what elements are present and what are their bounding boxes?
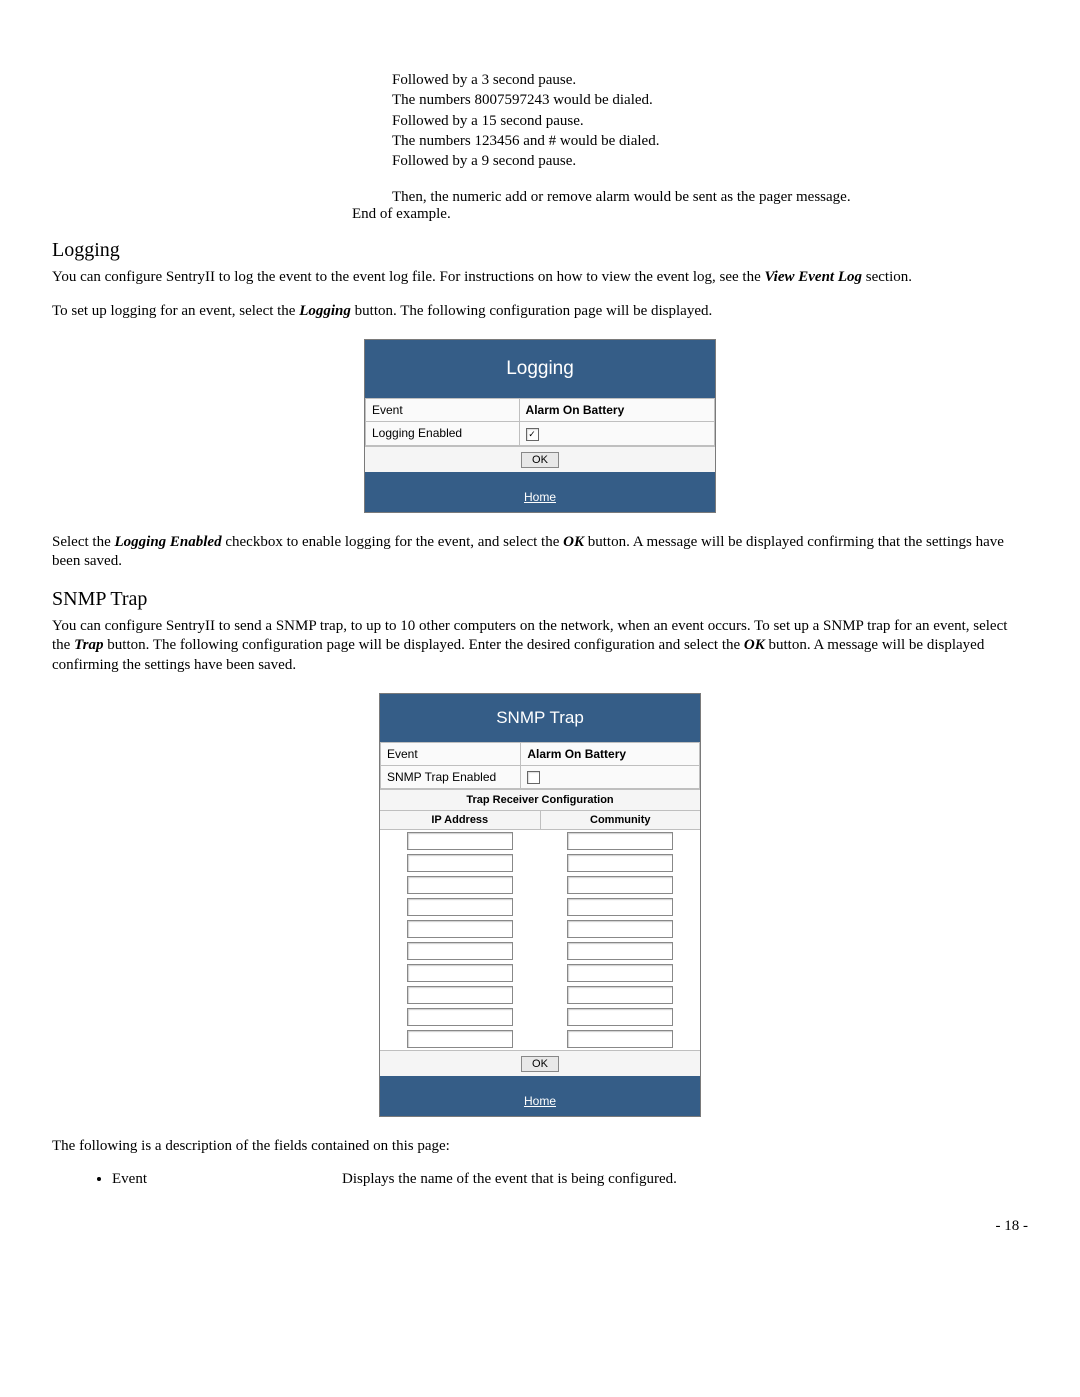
event-label: Event bbox=[381, 743, 521, 766]
community-input[interactable] bbox=[567, 832, 673, 850]
trap-row bbox=[380, 874, 700, 896]
ok-bar: OK bbox=[365, 446, 715, 472]
col-community: Community bbox=[541, 811, 701, 829]
event-value: Alarm On Battery bbox=[519, 399, 714, 422]
ok-button[interactable]: OK bbox=[521, 452, 559, 468]
ip-input[interactable] bbox=[407, 1008, 513, 1026]
community-input[interactable] bbox=[567, 964, 673, 982]
snmp-heading: SNMP Trap bbox=[52, 588, 1028, 611]
field-desc: Displays the name of the event that is b… bbox=[342, 1171, 677, 1188]
emph: Logging bbox=[299, 303, 351, 319]
logging-grid: Event Alarm On Battery Logging Enabled ✓ bbox=[365, 398, 715, 445]
emph: Trap bbox=[74, 637, 103, 653]
logging-para1: You can configure SentryII to log the ev… bbox=[52, 268, 1028, 288]
trap-enabled-checkbox[interactable] bbox=[527, 771, 540, 784]
trap-enabled-label: SNMP Trap Enabled bbox=[381, 766, 521, 789]
community-input[interactable] bbox=[567, 920, 673, 938]
ok-bar: OK bbox=[380, 1050, 700, 1076]
trap-row bbox=[380, 1006, 700, 1028]
logging-enabled-checkbox[interactable]: ✓ bbox=[526, 428, 539, 441]
community-input[interactable] bbox=[567, 942, 673, 960]
trap-row bbox=[380, 940, 700, 962]
home-link[interactable]: Home bbox=[524, 490, 556, 504]
ip-input[interactable] bbox=[407, 964, 513, 982]
logging-enabled-cell: ✓ bbox=[519, 422, 714, 445]
ok-button[interactable]: OK bbox=[521, 1056, 559, 1072]
page-number: - 18 - bbox=[52, 1218, 1028, 1235]
panel-footer: Home bbox=[365, 472, 715, 512]
text: checkbox to enable logging for the event… bbox=[222, 534, 564, 550]
ip-input[interactable] bbox=[407, 920, 513, 938]
logging-enabled-label: Logging Enabled bbox=[366, 422, 520, 445]
trap-receiver-header: Trap Receiver Configuration bbox=[380, 789, 700, 810]
event-label: Event bbox=[366, 399, 520, 422]
snmp-panel: SNMP Trap Event Alarm On Battery SNMP Tr… bbox=[379, 693, 701, 1117]
event-value-text: Alarm On Battery bbox=[526, 403, 625, 417]
snmp-grid: Event Alarm On Battery SNMP Trap Enabled bbox=[380, 742, 700, 789]
example-line: The numbers 123456 and # would be dialed… bbox=[392, 131, 1028, 151]
example-line: Followed by a 15 second pause. bbox=[392, 111, 1028, 131]
logging-panel-title: Logging bbox=[365, 340, 715, 398]
emph: OK bbox=[744, 637, 765, 653]
emph: OK bbox=[563, 534, 584, 550]
community-input[interactable] bbox=[567, 876, 673, 894]
example-block: Followed by a 3 second pause. The number… bbox=[392, 70, 1028, 171]
text: You can configure SentryII to log the ev… bbox=[52, 269, 765, 285]
example-line: The numbers 8007597243 would be dialed. bbox=[392, 90, 1028, 110]
trap-rows bbox=[380, 829, 700, 1050]
panel-footer: Home bbox=[380, 1076, 700, 1116]
trap-row bbox=[380, 962, 700, 984]
logging-heading: Logging bbox=[52, 239, 1028, 262]
text: To set up logging for an event, select t… bbox=[52, 303, 299, 319]
text: button. The following configuration page… bbox=[351, 303, 712, 319]
field-item: Event Displays the name of the event tha… bbox=[112, 1171, 1028, 1188]
trap-row bbox=[380, 1028, 700, 1050]
example-end: End of example. bbox=[352, 206, 1028, 223]
emph: Logging Enabled bbox=[114, 534, 221, 550]
trap-row bbox=[380, 918, 700, 940]
ip-input[interactable] bbox=[407, 832, 513, 850]
community-input[interactable] bbox=[567, 854, 673, 872]
snmp-para1: You can configure SentryII to send a SNM… bbox=[52, 617, 1028, 676]
logging-para3: Select the Logging Enabled checkbox to e… bbox=[52, 533, 1028, 572]
snmp-desc-intro: The following is a description of the fi… bbox=[52, 1137, 1028, 1157]
trap-columns: IP Address Community bbox=[380, 810, 700, 829]
ip-input[interactable] bbox=[407, 854, 513, 872]
field-list: Event Displays the name of the event tha… bbox=[52, 1171, 1028, 1188]
field-name: Event bbox=[112, 1171, 342, 1188]
community-input[interactable] bbox=[567, 1008, 673, 1026]
ip-input[interactable] bbox=[407, 1030, 513, 1048]
text: Select the bbox=[52, 534, 114, 550]
ip-input[interactable] bbox=[407, 898, 513, 916]
trap-row bbox=[380, 984, 700, 1006]
document-page: Followed by a 3 second pause. The number… bbox=[0, 0, 1080, 1275]
text: section. bbox=[862, 269, 912, 285]
event-value-text: Alarm On Battery bbox=[527, 747, 626, 761]
text: button. The following configuration page… bbox=[104, 637, 744, 653]
event-value: Alarm On Battery bbox=[521, 743, 700, 766]
trap-row bbox=[380, 852, 700, 874]
community-input[interactable] bbox=[567, 898, 673, 916]
snmp-panel-title: SNMP Trap bbox=[380, 694, 700, 742]
trap-row bbox=[380, 830, 700, 852]
community-input[interactable] bbox=[567, 986, 673, 1004]
example-end-block: Then, the numeric add or remove alarm wo… bbox=[392, 189, 1028, 223]
trap-row bbox=[380, 896, 700, 918]
logging-panel: Logging Event Alarm On Battery Logging E… bbox=[364, 339, 716, 512]
ip-input[interactable] bbox=[407, 876, 513, 894]
home-link[interactable]: Home bbox=[524, 1094, 556, 1108]
ip-input[interactable] bbox=[407, 986, 513, 1004]
logging-para2: To set up logging for an event, select t… bbox=[52, 302, 1028, 322]
example-line: Then, the numeric add or remove alarm wo… bbox=[392, 189, 1028, 206]
trap-enabled-cell bbox=[521, 766, 700, 789]
example-line: Followed by a 3 second pause. bbox=[392, 70, 1028, 90]
emph: View Event Log bbox=[765, 269, 863, 285]
example-line: Followed by a 9 second pause. bbox=[392, 151, 1028, 171]
col-ip: IP Address bbox=[380, 811, 541, 829]
ip-input[interactable] bbox=[407, 942, 513, 960]
community-input[interactable] bbox=[567, 1030, 673, 1048]
